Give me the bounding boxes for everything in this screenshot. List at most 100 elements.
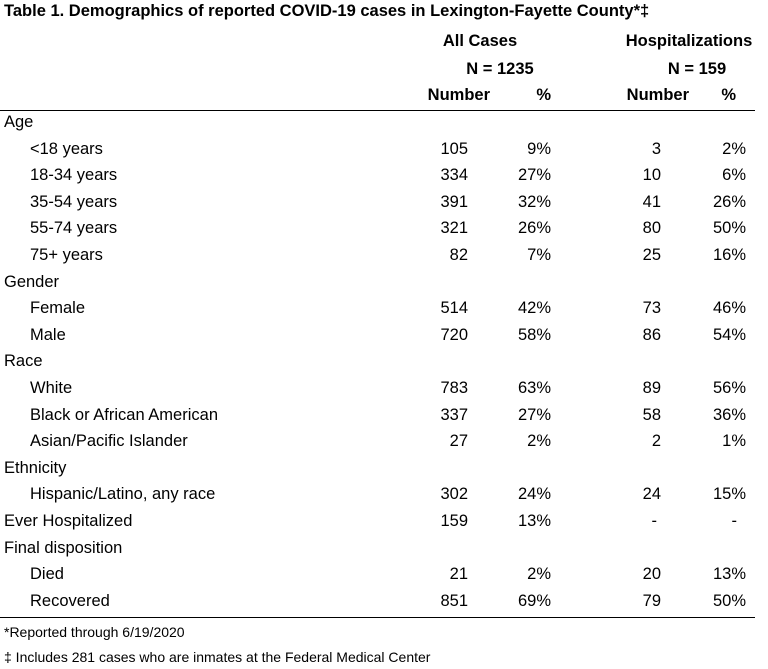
cell-pct-hosp: 2% bbox=[722, 139, 746, 158]
cell-pct-hosp: 36% bbox=[712, 405, 746, 424]
cell-number-hosp: 10 bbox=[642, 166, 661, 185]
cell-pct-all: 7% bbox=[527, 246, 551, 264]
cell-number-hosp: 89 bbox=[642, 379, 661, 397]
cell-number-all: 783 bbox=[440, 379, 468, 397]
cell-number-all: 21 bbox=[449, 565, 468, 584]
cell-pct-hosp: 50% bbox=[712, 219, 746, 238]
footer-rule bbox=[0, 617, 755, 618]
table-row: <18 years 105 9% 3 2% bbox=[0, 140, 768, 167]
cell-pct-hosp: - bbox=[731, 512, 738, 530]
table-row: Hispanic/Latino, any race 302 24% 24 15% bbox=[0, 485, 768, 512]
cell-number-all: 391 bbox=[440, 192, 468, 211]
row-label: <18 years bbox=[30, 139, 103, 158]
row-label: Died bbox=[30, 565, 64, 584]
category-row: Ever Hospitalized 159 13% - - bbox=[0, 512, 768, 539]
table-row: 55-74 years 321 26% 80 50% bbox=[0, 219, 768, 246]
cell-number-hosp: 79 bbox=[642, 591, 661, 610]
table-row: 35-54 years 391 32% 41 26% bbox=[0, 193, 768, 220]
cell-pct-all: 63% bbox=[517, 379, 551, 397]
cell-number-all: 105 bbox=[440, 139, 468, 158]
row-label: Black or African American bbox=[30, 405, 218, 424]
cell-number-hosp: 25 bbox=[642, 246, 661, 264]
category-row: Ethnicity bbox=[0, 459, 768, 486]
cell-pct-hosp: 50% bbox=[712, 591, 746, 610]
cell-pct-all: 2% bbox=[527, 432, 551, 451]
cell-pct-all: 32% bbox=[517, 192, 551, 211]
footnote-reported-through: *Reported through 6/19/2020 bbox=[4, 624, 185, 640]
cell-pct-hosp: 54% bbox=[712, 325, 746, 344]
col-header-pct-hosp: % bbox=[721, 86, 736, 104]
row-label: Female bbox=[30, 299, 86, 318]
cell-pct-hosp: 56% bbox=[712, 379, 746, 397]
row-label: Recovered bbox=[30, 591, 110, 610]
cell-number-all: 159 bbox=[440, 512, 468, 530]
group-header-hospitalizations: Hospitalizations bbox=[625, 32, 753, 50]
cell-number-hosp: 80 bbox=[642, 219, 661, 238]
row-label: Gender bbox=[4, 272, 60, 291]
row-label: Asian/Pacific Islander bbox=[30, 432, 188, 451]
cell-number-all: 321 bbox=[440, 219, 468, 238]
cell-number-hosp: 41 bbox=[642, 192, 661, 211]
cell-pct-all: 69% bbox=[517, 591, 551, 610]
footnote-inmates: ‡ Includes 281 cases who are inmates at … bbox=[4, 649, 431, 665]
cell-number-all: 851 bbox=[440, 591, 468, 610]
cell-pct-hosp: 6% bbox=[722, 166, 746, 185]
table-row: Male 720 58% 86 54% bbox=[0, 326, 768, 353]
cell-number-all: 27 bbox=[449, 432, 468, 451]
group-n-all-cases: N = 1235 bbox=[466, 60, 534, 78]
row-label: Male bbox=[30, 325, 66, 344]
table-row: 18-34 years 334 27% 10 6% bbox=[0, 166, 768, 193]
cell-pct-hosp: 46% bbox=[712, 299, 746, 318]
group-n-hospitalizations: N = 159 bbox=[667, 60, 727, 78]
row-label: 75+ years bbox=[30, 246, 103, 264]
cell-number-all: 334 bbox=[440, 166, 468, 185]
row-label: Ever Hospitalized bbox=[4, 512, 133, 530]
row-label: Final disposition bbox=[4, 538, 123, 557]
cell-number-hosp: 2 bbox=[651, 432, 661, 451]
cell-pct-hosp: 16% bbox=[712, 246, 746, 264]
cell-pct-all: 24% bbox=[517, 485, 551, 504]
row-label: Hispanic/Latino, any race bbox=[30, 485, 216, 504]
cell-number-hosp: 73 bbox=[642, 299, 661, 318]
cell-pct-all: 13% bbox=[517, 512, 551, 530]
cell-number-all: 337 bbox=[440, 405, 468, 424]
row-label: Age bbox=[4, 113, 34, 131]
cell-number-all: 302 bbox=[440, 485, 468, 504]
table-title: Table 1. Demographics of reported COVID-… bbox=[4, 2, 650, 20]
cell-pct-all: 42% bbox=[517, 299, 551, 318]
table-row: Recovered 851 69% 79 50% bbox=[0, 592, 768, 619]
cell-pct-hosp: 26% bbox=[712, 192, 746, 211]
cell-number-hosp: - bbox=[651, 512, 658, 530]
table-row: Black or African American 337 27% 58 36% bbox=[0, 406, 768, 433]
cell-number-hosp: 24 bbox=[642, 485, 661, 504]
cell-pct-all: 27% bbox=[517, 166, 551, 185]
row-label: White bbox=[30, 379, 73, 397]
header-rule bbox=[0, 110, 755, 111]
category-row: Gender bbox=[0, 273, 768, 300]
table-row: 75+ years 82 7% 25 16% bbox=[0, 246, 768, 273]
cell-pct-hosp: 1% bbox=[722, 432, 746, 451]
row-label: Race bbox=[4, 352, 43, 371]
col-header-number-hosp: Number bbox=[626, 86, 689, 104]
cell-pct-all: 27% bbox=[517, 405, 551, 424]
cell-pct-all: 9% bbox=[527, 139, 551, 158]
col-header-number-all: Number bbox=[427, 86, 490, 104]
cell-number-all: 720 bbox=[440, 325, 468, 344]
cell-number-hosp: 58 bbox=[642, 405, 661, 424]
cell-pct-all: 26% bbox=[517, 219, 551, 238]
cell-number-hosp: 3 bbox=[651, 139, 661, 158]
cell-number-hosp: 20 bbox=[642, 565, 661, 584]
category-row: Age bbox=[0, 113, 768, 140]
table-row: Female 514 42% 73 46% bbox=[0, 299, 768, 326]
cell-pct-hosp: 13% bbox=[712, 565, 746, 584]
cell-number-hosp: 86 bbox=[642, 325, 661, 344]
row-label: 35-54 years bbox=[30, 192, 118, 211]
table-row: White 783 63% 89 56% bbox=[0, 379, 768, 406]
table-row: Died 21 2% 20 13% bbox=[0, 565, 768, 592]
category-row: Race bbox=[0, 352, 768, 379]
cell-number-all: 82 bbox=[449, 246, 468, 264]
row-label: Ethnicity bbox=[4, 458, 67, 477]
group-header-all-cases: All Cases bbox=[442, 32, 518, 50]
cell-pct-hosp: 15% bbox=[712, 485, 746, 504]
row-label: 18-34 years bbox=[30, 166, 118, 185]
